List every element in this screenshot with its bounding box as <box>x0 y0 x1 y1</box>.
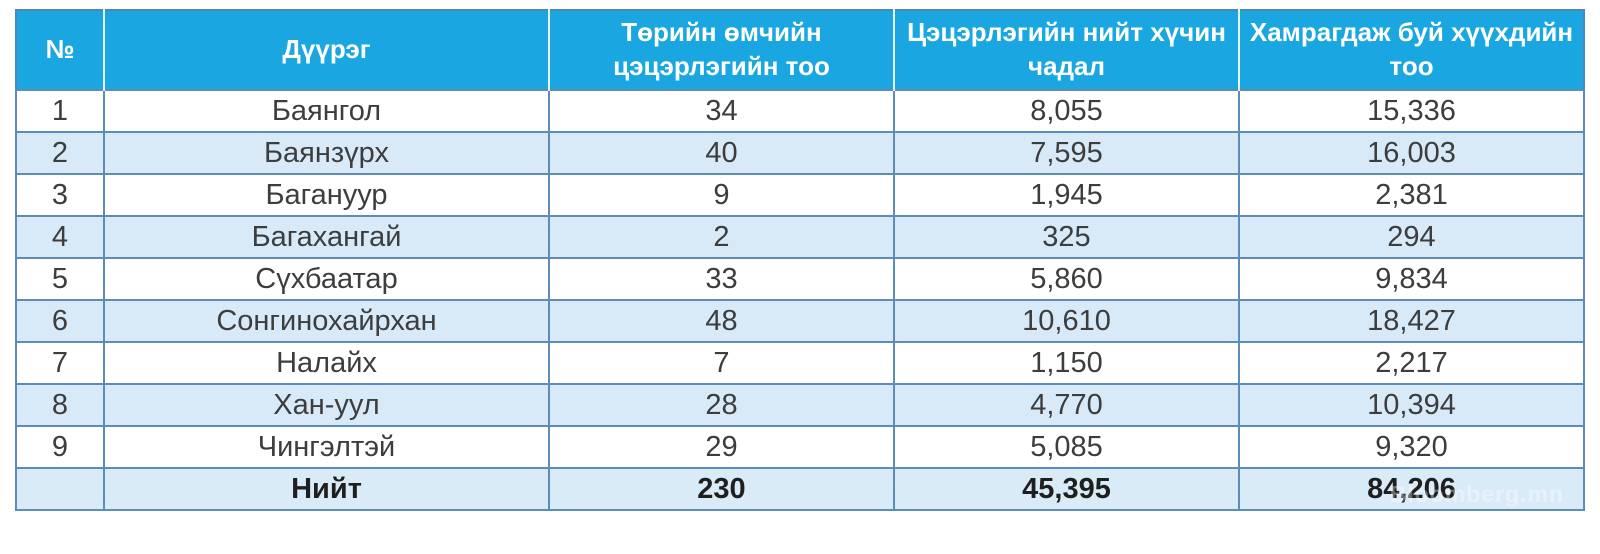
table-row: 5 Сүхбаатар 33 5,860 9,834 <box>15 257 1585 301</box>
cell-district: Сонгинохайрхан <box>103 299 550 343</box>
total-cell-num <box>15 467 105 511</box>
table-row: 1 Баянгол 34 8,055 15,336 <box>15 89 1585 133</box>
cell-children: 9,320 <box>1238 425 1585 469</box>
total-cell-capacity: 45,395 <box>893 467 1240 511</box>
cell-capacity: 8,055 <box>893 89 1240 133</box>
table-row: 4 Багахангай 2 325 294 <box>15 215 1585 259</box>
cell-district: Багануур <box>103 173 550 217</box>
cell-kindergartens: 33 <box>548 257 895 301</box>
cell-kindergartens: 9 <box>548 173 895 217</box>
cell-capacity: 10,610 <box>893 299 1240 343</box>
cell-district: Сүхбаатар <box>103 257 550 301</box>
cell-district: Хан-уул <box>103 383 550 427</box>
cell-num: 4 <box>15 215 105 259</box>
cell-children: 9,834 <box>1238 257 1585 301</box>
cell-capacity: 1,150 <box>893 341 1240 385</box>
cell-kindergartens: 7 <box>548 341 895 385</box>
table-row: 8 Хан-уул 28 4,770 10,394 <box>15 383 1585 427</box>
cell-district: Налайх <box>103 341 550 385</box>
table-row: 9 Чингэлтэй 29 5,085 9,320 <box>15 425 1585 469</box>
table-row: 7 Налайх 7 1,150 2,217 <box>15 341 1585 385</box>
cell-district: Чингэлтэй <box>103 425 550 469</box>
cell-num: 6 <box>15 299 105 343</box>
kindergarten-statistics-table: № Дүүрэг Төрийн өмчийн цэцэрлэгийн тоо Цэцэ… <box>15 9 1585 511</box>
cell-num: 8 <box>15 383 105 427</box>
cell-capacity: 1,945 <box>893 173 1240 217</box>
cell-capacity: 7,595 <box>893 131 1240 175</box>
table-row: 6 Сонгинохайрхан 48 10,610 18,427 <box>15 299 1585 343</box>
cell-kindergartens: 34 <box>548 89 895 133</box>
cell-num: 3 <box>15 173 105 217</box>
cell-children: 10,394 <box>1238 383 1585 427</box>
column-header-district: Дүүрэг <box>104 10 550 90</box>
cell-district: Баянзүрх <box>103 131 550 175</box>
cell-num: 5 <box>15 257 105 301</box>
cell-capacity: 325 <box>893 215 1240 259</box>
cell-children: 2,381 <box>1238 173 1585 217</box>
column-header-capacity: Цэцэрлэгийн нийт хүчин чадал <box>894 10 1240 90</box>
cell-capacity: 5,085 <box>893 425 1240 469</box>
cell-children: 16,003 <box>1238 131 1585 175</box>
cell-num: 7 <box>15 341 105 385</box>
cell-capacity: 5,860 <box>893 257 1240 301</box>
cell-district: Баянгол <box>103 89 550 133</box>
total-cell-kindergartens: 230 <box>548 467 895 511</box>
total-cell-district: Нийт <box>103 467 550 511</box>
cell-children: 15,336 <box>1238 89 1585 133</box>
table-row: 2 Баянзүрх 40 7,595 16,003 <box>15 131 1585 175</box>
table-row: 3 Багануур 9 1,945 2,381 <box>15 173 1585 217</box>
cell-children: 2,217 <box>1238 341 1585 385</box>
table-body: 1 Баянгол 34 8,055 15,336 2 Баянзүрх 40 7,595 16,… <box>15 89 1585 469</box>
cell-kindergartens: 40 <box>548 131 895 175</box>
column-header-kindergartens: Төрийн өмчийн цэцэрлэгийн тоо <box>549 10 895 90</box>
cell-children: 294 <box>1238 215 1585 259</box>
cell-kindergartens: 29 <box>548 425 895 469</box>
cell-kindergartens: 28 <box>548 383 895 427</box>
cell-kindergartens: 48 <box>548 299 895 343</box>
cell-children: 18,427 <box>1238 299 1585 343</box>
column-header-children: Хамрагдаж буй хүүхдийн тоо <box>1239 10 1584 90</box>
total-row: Нийт 230 45,395 84,206 <box>15 467 1585 511</box>
total-cell-children: 84,206 <box>1238 467 1585 511</box>
cell-capacity: 4,770 <box>893 383 1240 427</box>
cell-num: 9 <box>15 425 105 469</box>
cell-district: Багахангай <box>103 215 550 259</box>
header-row: № Дүүрэг Төрийн өмчийн цэцэрлэгийн тоо Цэцэ… <box>16 10 1584 90</box>
cell-kindergartens: 2 <box>548 215 895 259</box>
column-header-num: № <box>16 10 105 90</box>
cell-num: 2 <box>15 131 105 175</box>
cell-num: 1 <box>15 89 105 133</box>
